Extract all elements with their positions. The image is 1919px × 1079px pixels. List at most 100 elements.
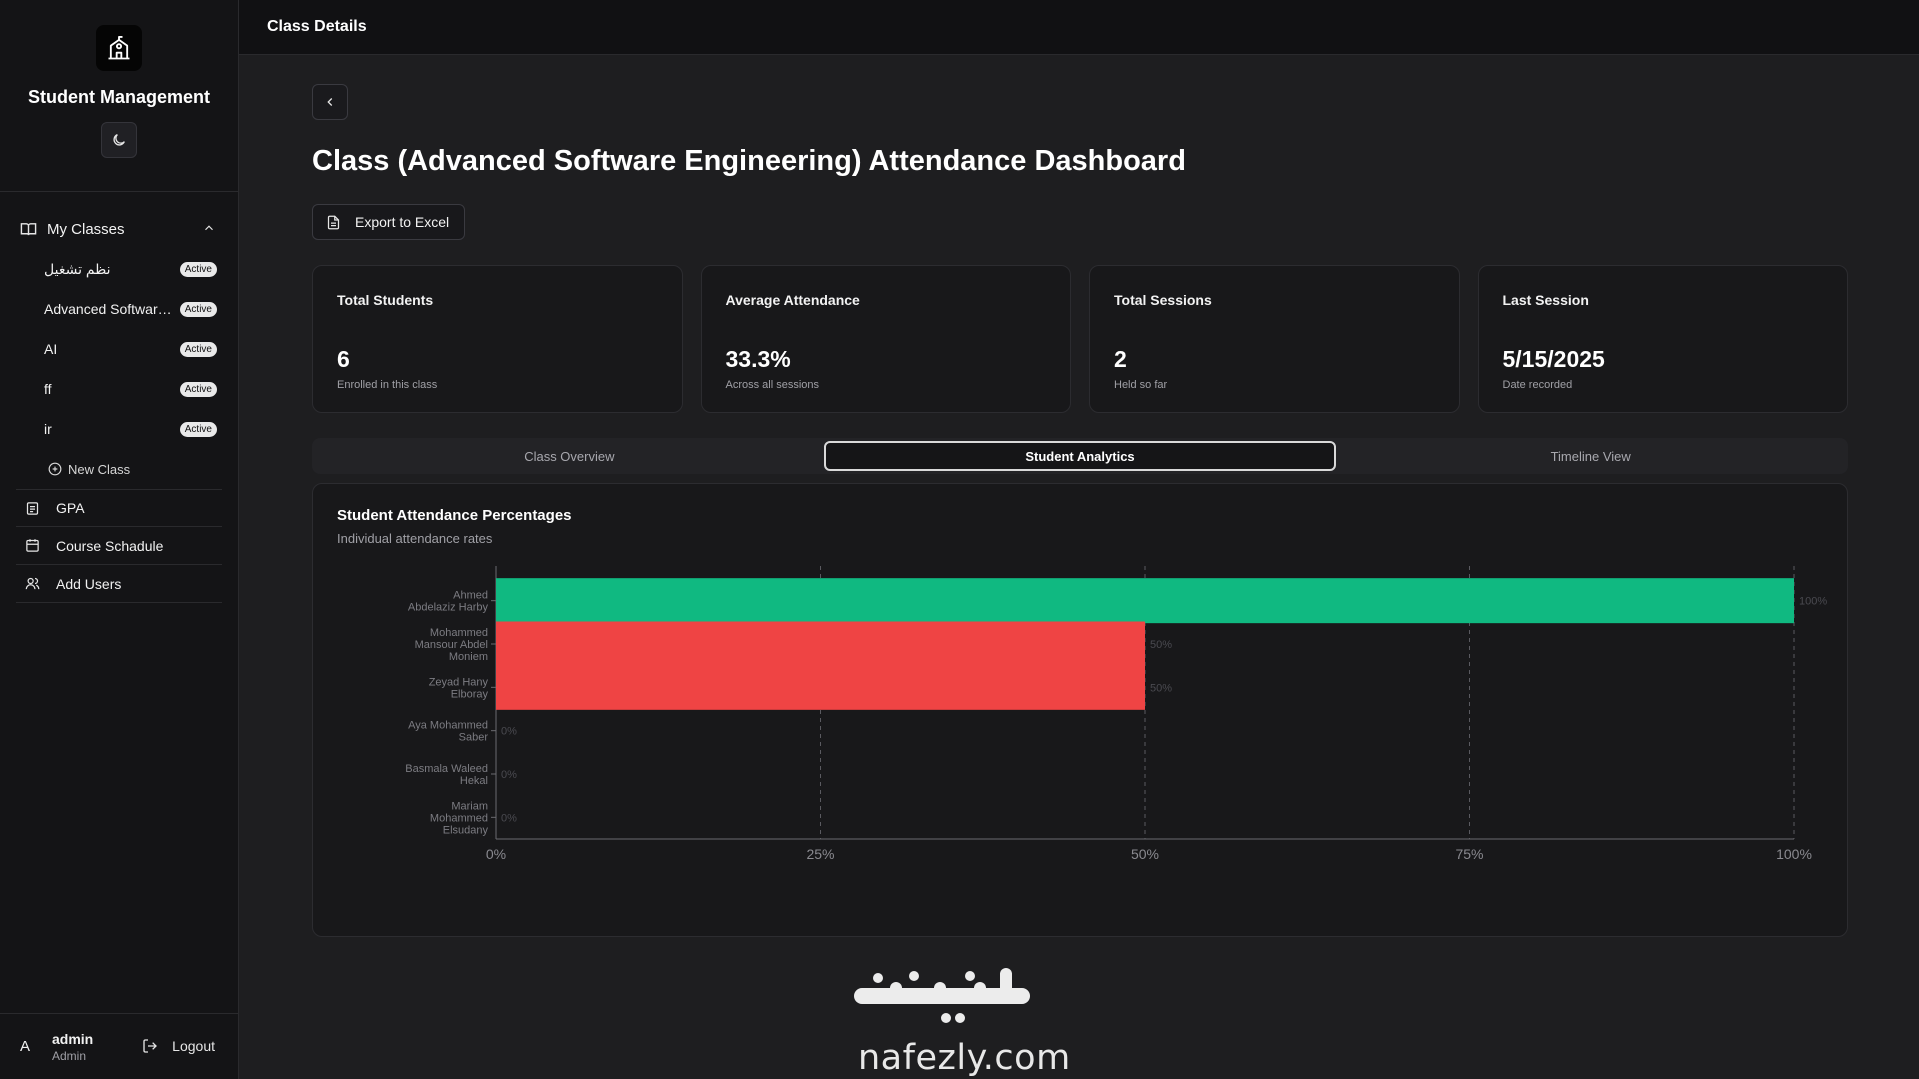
brand: Student Management <box>0 0 238 192</box>
attendance-chart-card: Student Attendance Percentages Individua… <box>312 483 1848 937</box>
stat-card-last-session: Last Session 5/15/2025 Date recorded <box>1477 265 1848 413</box>
class-name: ir <box>44 421 52 437</box>
sidebar-item-add-users[interactable]: Add Users <box>16 565 222 603</box>
y-tick-label: Mohammed Mansour Abdel Moniem <box>415 627 488 663</box>
bar <box>496 621 1145 667</box>
tab-student-analytics[interactable]: Student Analytics <box>823 441 1337 471</box>
stat-value: 33.3% <box>725 346 791 372</box>
stat-value: 2 <box>1114 346 1127 372</box>
data-label: 50% <box>1150 682 1172 694</box>
new-class-button[interactable]: New Class <box>0 449 238 489</box>
watermark-text: nafezly.com <box>858 1038 1071 1078</box>
chart-subtitle: Individual attendance rates <box>337 531 493 546</box>
my-classes-label: My Classes <box>47 220 125 238</box>
sidebar-class-item[interactable]: AI Active <box>0 329 238 369</box>
page-title: Class (Advanced Software Engineering) At… <box>312 145 1186 177</box>
sidebar-item-label: Course Schadule <box>56 537 164 554</box>
x-tick-label: 50% <box>1131 846 1159 862</box>
x-tick-label: 75% <box>1455 846 1483 862</box>
status-badge: Active <box>179 382 217 397</box>
stat-label: Average Attendance <box>725 292 860 308</box>
tab-timeline-view[interactable]: Timeline View <box>1550 448 1631 464</box>
stat-value: 6 <box>337 346 350 372</box>
bar <box>496 664 1145 710</box>
sidebar-class-item[interactable]: Advanced Software ... Active <box>0 289 238 329</box>
sidebar-class-item[interactable]: ff Active <box>0 369 238 409</box>
stat-card-total-students: Total Students 6 Enrolled in this class <box>312 265 683 413</box>
chevron-up-icon <box>205 225 213 231</box>
stat-card-average-attendance: Average Attendance 33.3% Across all sess… <box>700 265 1071 413</box>
calendar-icon <box>26 539 39 552</box>
class-name: Advanced Software ... <box>44 301 179 317</box>
sidebar-class-item[interactable]: ir Active <box>0 409 238 449</box>
chart-title: Student Attendance Percentages <box>337 507 572 524</box>
user-info: admin Admin <box>52 1031 93 1063</box>
view-tabs: Class Overview Student Analytics Timelin… <box>312 438 1848 474</box>
avatar: A <box>20 1038 31 1055</box>
back-button[interactable] <box>312 84 348 120</box>
users-icon <box>25 577 40 590</box>
plus-circle-icon <box>48 462 62 476</box>
class-name: نظم تشغيل <box>44 260 111 277</box>
book-icon <box>20 222 37 235</box>
topbar: Class Details <box>239 0 1919 55</box>
main-content: Class (Advanced Software Engineering) At… <box>239 55 1919 1079</box>
app-title: Student Management <box>27 87 210 107</box>
stat-label: Total Students <box>337 292 434 308</box>
sidebar-item-label: Add Users <box>56 575 122 592</box>
status-badge: Active <box>179 302 217 317</box>
stat-sub: Date recorded <box>1502 379 1573 391</box>
y-tick-label: Aya Mohammed Saber <box>408 720 488 744</box>
sidebar-class-item[interactable]: نظم تشغيل Active <box>0 249 238 289</box>
sidebar-item-course-schedule[interactable]: Course Schadule <box>16 527 222 565</box>
tab-class-overview[interactable]: Class Overview <box>524 448 615 464</box>
stat-value: 5/15/2025 <box>1502 346 1605 372</box>
data-label: 0% <box>501 769 517 781</box>
topbar-title: Class Details <box>267 18 367 35</box>
data-label: 100% <box>1799 596 1827 608</box>
y-tick-label: Mariam Mohammed Elsudany <box>430 800 489 836</box>
x-tick-label: 100% <box>1776 846 1812 862</box>
logout-button[interactable]: Logout <box>142 1038 215 1054</box>
export-label: Export to Excel <box>355 214 450 230</box>
data-label: 0% <box>501 726 517 738</box>
sidebar-item-gpa[interactable]: GPA <box>16 489 222 527</box>
export-excel-button[interactable]: Export to Excel <box>312 204 465 240</box>
y-tick-label: Ahmed Abdelaziz Harby <box>408 590 489 614</box>
x-tick-label: 25% <box>806 846 834 862</box>
user-name: admin <box>52 1030 94 1047</box>
user-bar: A admin Admin Logout <box>0 1013 239 1079</box>
stat-sub: Held so far <box>1114 379 1168 391</box>
stat-sub: Enrolled in this class <box>337 379 438 391</box>
sidebar: Student Management My Classes نظم تشغيل … <box>0 0 239 1079</box>
stats-row: Total Students 6 Enrolled in this class … <box>312 265 1848 413</box>
chevron-left-icon <box>327 98 333 106</box>
data-label: 0% <box>501 812 517 824</box>
bar <box>496 578 1794 624</box>
my-classes-toggle[interactable]: My Classes <box>0 209 238 249</box>
stat-sub: Across all sessions <box>725 379 820 391</box>
moon-icon <box>113 134 125 146</box>
watermark: nafezly.com <box>850 964 1070 1079</box>
theme-toggle-button[interactable] <box>101 122 137 158</box>
stat-card-total-sessions: Total Sessions 2 Held so far <box>1089 265 1460 413</box>
x-tick-label: 0% <box>486 846 506 862</box>
stat-label: Total Sessions <box>1114 292 1212 308</box>
school-icon <box>96 25 142 71</box>
status-badge: Active <box>179 262 217 277</box>
attendance-bar-chart: 0% 25% 50% 75% 100% Ahmed Abdelaziz Harby 100% M… <box>405 566 1827 862</box>
y-tick-label: Basmala Waleed Hekal <box>405 763 488 787</box>
file-icon <box>327 215 340 229</box>
y-tick-label: Zeyad Hany Elboray <box>429 676 489 700</box>
watermark-logo <box>854 968 1030 1023</box>
sidebar-nav: My Classes نظم تشغيل Active Advanced Sof… <box>0 209 238 603</box>
document-icon <box>26 501 39 515</box>
logout-icon <box>143 1039 158 1053</box>
class-name: ff <box>44 381 52 397</box>
user-role: Admin <box>52 1048 87 1063</box>
sidebar-item-label: GPA <box>56 500 85 516</box>
class-name: AI <box>44 341 58 357</box>
data-label: 50% <box>1150 639 1172 651</box>
logout-label: Logout <box>172 1038 215 1054</box>
new-class-label: New Class <box>68 461 131 477</box>
